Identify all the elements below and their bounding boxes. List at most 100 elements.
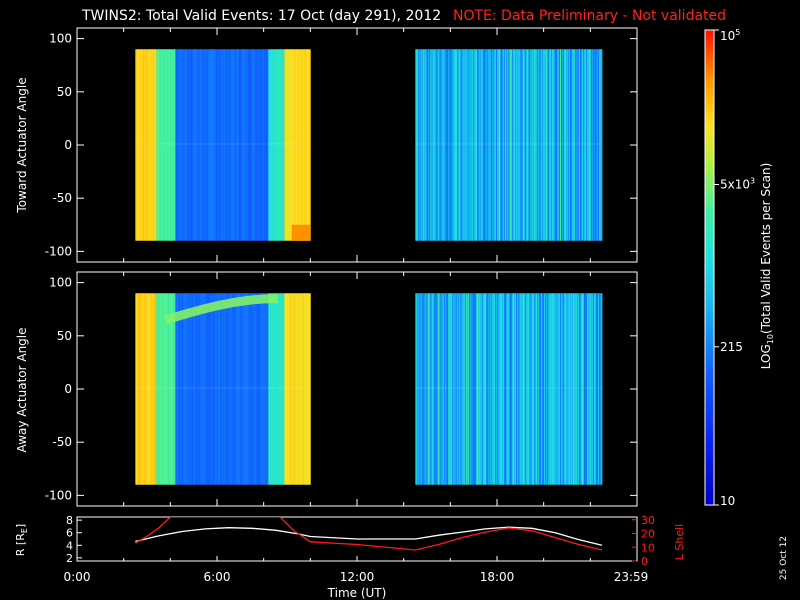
heatmap-column xyxy=(230,293,232,485)
heatmap-column xyxy=(438,49,440,241)
heatmap-column xyxy=(427,293,429,485)
heatmap-column xyxy=(422,49,424,241)
heatmap-column xyxy=(574,49,576,241)
heatmap-column xyxy=(581,49,583,241)
heatmap-column xyxy=(183,293,185,485)
heatmap-column xyxy=(482,49,484,241)
heatmap-column xyxy=(244,293,246,485)
heatmap-column xyxy=(495,49,497,241)
heatmap-column xyxy=(168,49,170,241)
heatmap-column xyxy=(472,293,474,485)
heatmap-column xyxy=(541,293,543,485)
heatmap-column xyxy=(497,293,499,485)
heatmap-column xyxy=(548,49,550,241)
heatmap-column xyxy=(588,293,590,485)
heatmap-column xyxy=(481,293,483,485)
heatmap-column xyxy=(153,293,155,485)
heatmap-column xyxy=(155,49,157,241)
heatmap-column xyxy=(536,49,538,241)
heatmap-column xyxy=(470,49,472,241)
heatmap-column xyxy=(223,293,225,485)
heatmap-column xyxy=(582,49,584,241)
heatmap-column xyxy=(498,49,500,241)
heatmap-column xyxy=(535,49,537,241)
heatmap-column xyxy=(153,49,155,241)
heatmap-column xyxy=(283,293,285,485)
heatmap-column xyxy=(513,49,515,241)
heatmap-column xyxy=(430,49,432,241)
heatmap-column xyxy=(277,293,279,485)
heatmap-column xyxy=(136,49,138,241)
heatmap-column xyxy=(162,49,164,241)
heatmap-column xyxy=(209,293,211,485)
heatmap-column xyxy=(178,49,180,241)
heatmap-column xyxy=(217,293,219,485)
heatmap-column xyxy=(247,49,249,241)
heatmap-column xyxy=(267,49,269,241)
heatmap-column xyxy=(502,49,504,241)
heatmap-column xyxy=(544,293,546,485)
heatmap-column xyxy=(139,49,141,241)
heatmap-column xyxy=(227,293,229,485)
heatmap-column xyxy=(560,49,562,241)
heatmap-column xyxy=(275,293,277,485)
heatmap-column xyxy=(300,49,302,241)
heatmap-column xyxy=(466,293,468,485)
heatmap-column xyxy=(574,293,576,485)
heatmap-column xyxy=(171,49,173,241)
heatmap-column xyxy=(468,49,470,241)
toward-heatmap-data xyxy=(135,49,603,241)
heatmap-column xyxy=(265,49,267,241)
heatmap-column xyxy=(515,49,517,241)
heatmap-column xyxy=(550,49,552,241)
heatmap-column xyxy=(583,49,585,241)
heatmap-block xyxy=(415,49,603,241)
heatmap-column xyxy=(286,49,288,241)
heatmap-column xyxy=(427,49,429,241)
heatmap-column xyxy=(256,293,258,485)
heatmap-column xyxy=(228,293,230,485)
heatmap-column xyxy=(441,293,443,485)
heatmap-column xyxy=(163,293,165,485)
heatmap-column xyxy=(433,293,435,485)
heatmap-column xyxy=(594,49,596,241)
heatmap-column xyxy=(432,49,434,241)
heatmap-column xyxy=(218,293,220,485)
heatmap-column xyxy=(212,293,214,485)
heatmap-column xyxy=(183,49,185,241)
heatmap-column xyxy=(262,49,264,241)
heatmap-column xyxy=(240,293,242,485)
heatmap-column xyxy=(148,293,150,485)
heatmap-column xyxy=(452,49,454,241)
heatmap-column xyxy=(166,293,168,485)
heatmap-column xyxy=(577,293,579,485)
heatmap-column xyxy=(589,49,591,241)
heatmap-column xyxy=(207,293,209,485)
heatmap-column xyxy=(180,49,182,241)
heatmap-column xyxy=(190,293,192,485)
heatmap-column xyxy=(205,49,207,241)
heatmap-column xyxy=(590,293,592,485)
orbit-lines xyxy=(134,517,603,551)
heatmap-column xyxy=(468,293,470,485)
away-heatmap-data xyxy=(135,293,603,485)
heatmap-column xyxy=(445,49,447,241)
heatmap-column xyxy=(147,49,149,241)
heatmap-column xyxy=(135,49,137,241)
heatmap-column xyxy=(552,49,554,241)
heatmap-column xyxy=(164,293,166,485)
heatmap-column xyxy=(140,293,142,485)
heatmap-column xyxy=(566,49,568,241)
heatmap-column xyxy=(209,49,211,241)
heatmap-column xyxy=(597,293,599,485)
heatmap-column xyxy=(174,49,176,241)
heatmap-column xyxy=(436,293,438,485)
heatmap-column xyxy=(540,49,542,241)
heatmap-column xyxy=(171,293,173,485)
heatmap-column xyxy=(157,293,159,485)
radius-tick-label: 8 xyxy=(66,514,73,527)
heatmap-column xyxy=(246,49,248,241)
heatmap-column xyxy=(600,293,602,485)
time-tick-label: 18:00 xyxy=(480,570,515,584)
